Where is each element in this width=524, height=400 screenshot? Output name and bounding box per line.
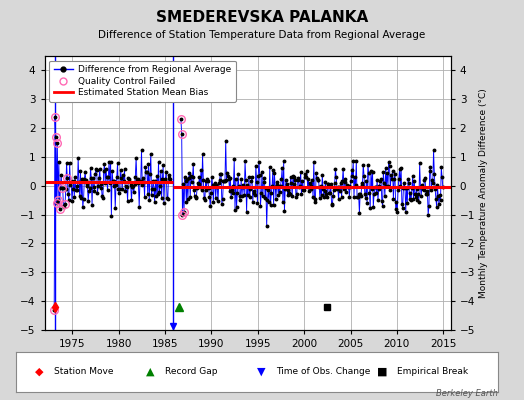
- Text: Difference of Station Temperature Data from Regional Average: Difference of Station Temperature Data f…: [99, 30, 425, 40]
- Text: ◆: ◆: [35, 367, 43, 377]
- Text: ■: ■: [377, 367, 388, 377]
- Text: Record Gap: Record Gap: [165, 368, 217, 376]
- Text: Time of Obs. Change: Time of Obs. Change: [276, 368, 370, 376]
- Text: Station Move: Station Move: [54, 368, 114, 376]
- Y-axis label: Monthly Temperature Anomaly Difference (°C): Monthly Temperature Anomaly Difference (…: [479, 88, 488, 298]
- Legend: Difference from Regional Average, Quality Control Failed, Estimated Station Mean: Difference from Regional Average, Qualit…: [49, 60, 236, 102]
- Text: SMEDEREVSKA PALANKA: SMEDEREVSKA PALANKA: [156, 10, 368, 25]
- Text: Empirical Break: Empirical Break: [397, 368, 468, 376]
- Text: ▲: ▲: [146, 367, 155, 377]
- Text: ▼: ▼: [257, 367, 265, 377]
- Text: Berkeley Earth: Berkeley Earth: [436, 389, 498, 398]
